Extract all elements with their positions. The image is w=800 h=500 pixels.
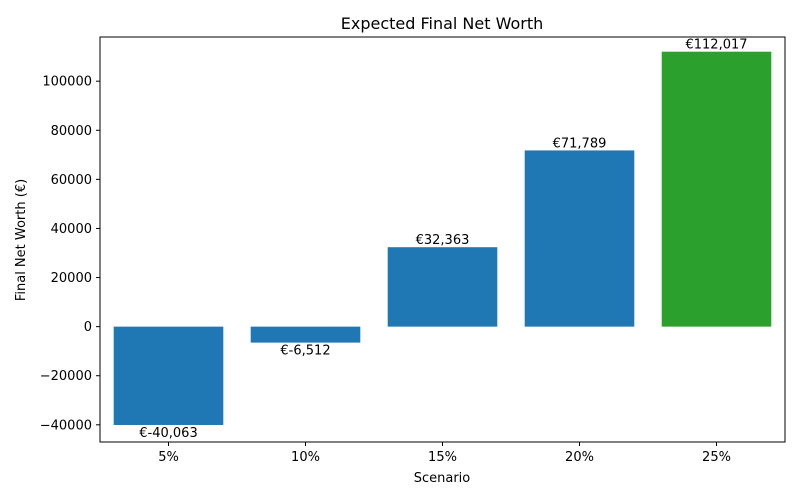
chart-title: Expected Final Net Worth [341,14,544,33]
x-tick-label: 10% [291,450,320,465]
bar-value-label: €-40,063 [139,426,197,441]
y-tick-label: −40000 [40,418,92,433]
y-tick-label: 80000 [51,124,92,139]
bar-2 [387,247,498,327]
bars-group [113,51,772,425]
y-axis-ticks: −40000 −20000 0 20000 40000 60000 80000 100000 [40,75,100,433]
y-tick-label: 100000 [42,75,92,90]
y-tick-label: 40000 [51,222,92,237]
x-tick-label: 5% [158,450,179,465]
bar-value-label: €71,789 [553,136,607,151]
bar-labels-group: €-40,063 €-6,512 €32,363 €71,789 €112,017 [139,38,747,441]
bar-value-label: €-6,512 [280,344,330,359]
plot-frame [99,36,786,443]
bar-4 [661,51,772,327]
x-tick-label: 25% [702,450,731,465]
y-tick-label: −20000 [40,369,92,384]
bar-value-label: €32,363 [416,233,470,248]
x-tick-label: 15% [428,450,457,465]
x-tick-label: 20% [565,450,594,465]
x-axis-label: Scenario [414,471,471,486]
y-tick-label: 60000 [51,173,92,188]
y-axis-label: Final Net Worth (€) [14,179,29,301]
bar-1 [250,326,361,343]
bar-3 [524,150,635,327]
y-tick-label: 20000 [51,271,92,286]
x-axis-ticks: 5% 10% 15% 20% 25% [158,442,731,465]
y-tick-label: 0 [84,320,92,335]
bar-0 [113,326,224,425]
bar-value-label: €112,017 [685,38,747,53]
